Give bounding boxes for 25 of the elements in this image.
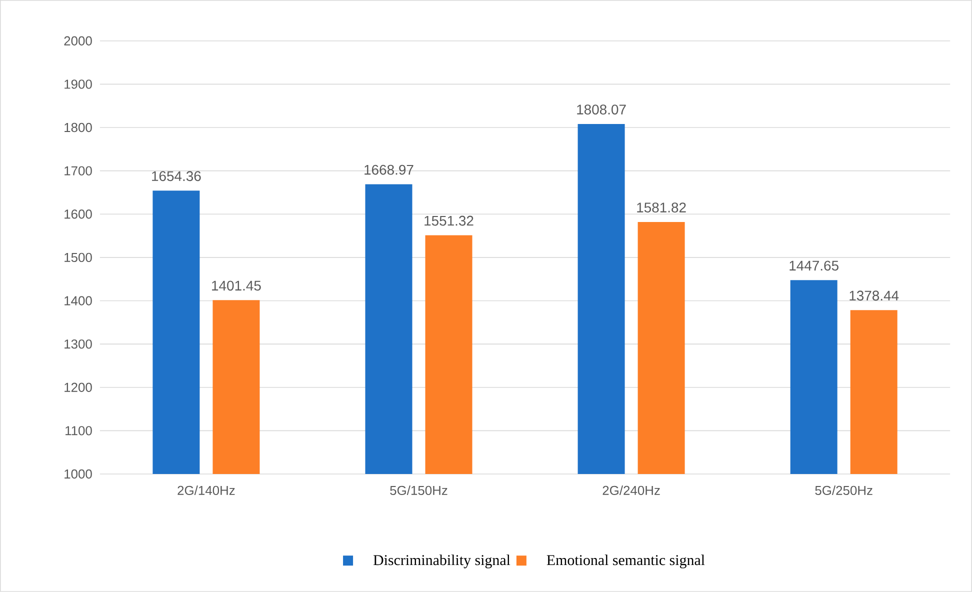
y-tick-label: 1800 [64,122,92,132]
legend-label: Emotional semantic signal [546,554,705,568]
y-tick-label: 1700 [64,166,92,176]
data-label: 1378.44 [850,290,899,301]
y-tick-label: 1900 [64,80,92,89]
x-tick-label: 5G/150Hz [390,486,448,496]
data-label: 1401.45 [212,280,261,291]
data-label: 1581.82 [637,202,686,213]
y-tick-label: 1100 [66,426,92,436]
data-label: 1808.07 [577,104,626,115]
y-tick-label: 1200 [64,382,92,392]
y-tick-label: 1000 [64,469,92,479]
y-tick-label: 1300 [64,340,92,349]
data-label: 1447.65 [790,260,838,271]
data-label: 1654.36 [152,171,201,182]
y-tick-label: 2000 [64,36,92,46]
legend-label: Discriminability signal [373,554,510,568]
data-label: 1551.32 [424,216,474,226]
y-tick-label: 1400 [64,296,92,306]
x-tick-label: 5G/250Hz [815,486,872,496]
x-tick-label: 2G/240Hz [602,486,660,496]
data-label: 1668.97 [364,164,414,175]
y-tick-label: 1500 [64,252,92,262]
y-tick-label: 1600 [64,210,92,219]
x-tick-label: 2G/140Hz [178,486,235,496]
